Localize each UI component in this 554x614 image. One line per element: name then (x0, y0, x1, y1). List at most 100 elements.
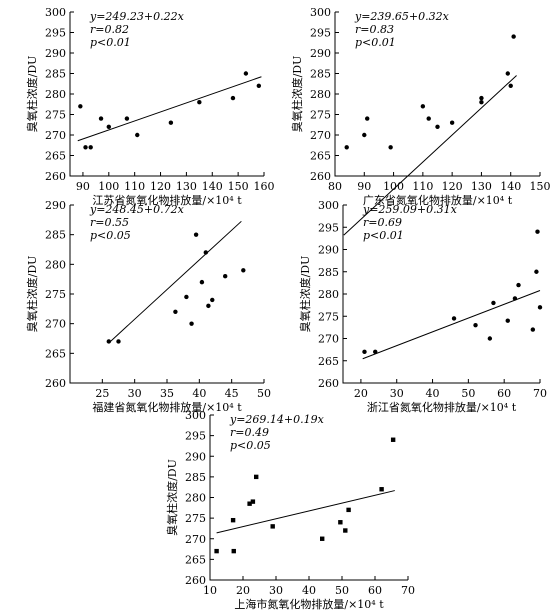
x-tick-label: 140 (202, 180, 223, 193)
data-point (379, 487, 384, 492)
y-tick-label: 260 (185, 574, 206, 587)
data-point (197, 100, 202, 105)
data-point (388, 145, 393, 150)
x-axis-title: 上海市氮氧化物排放量/×10⁴ t (234, 597, 384, 611)
data-point (511, 34, 516, 39)
regression-annotation: r=0.82 (90, 23, 129, 36)
y-tick-label: 295 (45, 27, 66, 40)
y-tick-label: 270 (310, 129, 331, 142)
regression-annotation: p<0.05 (90, 229, 131, 242)
regression-annotation: p<0.01 (363, 229, 404, 242)
data-point (206, 303, 211, 309)
x-axis-title: 浙江省氮氧化物排放量/×10⁴ t (367, 400, 517, 414)
regression-annotation: y=269.14+0.19x (229, 413, 325, 426)
data-point (505, 318, 510, 323)
data-point (98, 116, 104, 121)
scatter-panel-3: 260 265 270 275 280 285 290 25 30 35 40 45 50 福建省氮氧化物… (25, 199, 271, 414)
x-tick-label: 40 (192, 387, 206, 400)
x-tick-label: 50 (257, 387, 271, 400)
y-tick-label: 285 (185, 471, 206, 484)
y-tick-label: 275 (310, 109, 331, 122)
regression-annotation: r=0.83 (355, 23, 394, 36)
regression-annotation: y=248.45+0.72x (89, 203, 185, 216)
x-tick-label: 30 (390, 387, 404, 400)
y-tick-label: 260 (45, 377, 66, 390)
data-point (420, 104, 426, 109)
data-point (250, 499, 256, 504)
regression-annotation: y=259.09+0.31x (362, 203, 458, 216)
data-point (505, 71, 510, 76)
regression-line (343, 75, 517, 236)
y-axis-title: 臭氧柱浓度/DU (290, 56, 304, 133)
x-axis-title: 福建省氮氧化物排放量/×10⁴ t (92, 400, 242, 414)
y-tick-label: 280 (45, 258, 66, 271)
regression-annotation: r=0.49 (230, 426, 269, 439)
data-point (508, 83, 513, 89)
y-tick-label: 295 (310, 27, 331, 40)
data-point (106, 339, 112, 344)
y-tick-label: 270 (185, 533, 206, 546)
data-point (530, 327, 536, 332)
x-tick-label: 80 (328, 180, 342, 193)
y-tick-label: 295 (318, 221, 339, 234)
data-point (243, 71, 249, 76)
data-point (230, 95, 236, 101)
y-axis-title: 臭氧柱浓度/DU (298, 256, 312, 333)
x-tick-label: 120 (442, 180, 463, 193)
data-point (214, 548, 219, 554)
y-tick-label: 300 (310, 6, 331, 19)
x-tick-label: 100 (383, 180, 404, 193)
y-tick-label: 285 (318, 266, 339, 279)
data-point (247, 501, 252, 506)
data-point (231, 548, 236, 554)
x-tick-label: 30 (128, 387, 142, 400)
data-point (479, 95, 484, 101)
regression-annotation: y=249.23+0.22x (89, 10, 185, 23)
x-tick-label: 50 (461, 387, 475, 400)
y-tick-label: 275 (45, 109, 66, 122)
regression-line (77, 76, 262, 142)
regression-line (362, 290, 541, 360)
data-point (338, 520, 343, 525)
data-point (534, 269, 539, 274)
scatter-panel-4: 260 265 270 275 280 285 290 295 300 20 30 40 50 60 70 浙… (298, 199, 547, 414)
y-tick-label: 270 (45, 318, 66, 331)
data-point (241, 268, 246, 273)
data-point (449, 120, 455, 125)
y-tick-label: 275 (45, 288, 66, 301)
data-point (106, 124, 112, 129)
y-tick-label: 290 (45, 199, 66, 212)
x-tick-label: 140 (500, 180, 521, 193)
data-point (116, 339, 121, 344)
scatter-panel-1: 260 265 270 275 280 285 290 295 300 90 100 110 120 13… (25, 6, 275, 207)
x-tick-label: 90 (357, 180, 371, 193)
x-tick-label: 120 (150, 180, 171, 193)
y-tick-label: 285 (45, 229, 66, 242)
regression-line (216, 490, 395, 534)
data-point (135, 132, 140, 138)
data-point (83, 145, 88, 150)
y-tick-label: 280 (45, 88, 66, 101)
data-point (199, 279, 205, 285)
x-tick-label: 60 (497, 387, 511, 400)
regression-annotation: p<0.05 (230, 439, 271, 452)
y-tick-label: 265 (45, 347, 66, 360)
y-tick-label: 265 (185, 553, 206, 566)
x-axis-title: 广东省氮氧化物排放量/×10⁴ t (363, 193, 513, 207)
y-tick-label: 280 (310, 88, 331, 101)
y-tick-label: 270 (318, 333, 339, 346)
x-tick-label: 100 (98, 180, 119, 193)
data-point (373, 349, 378, 355)
scatter-panel-5: 260 265 270 275 280 285 290 295 300 10 20 30 40 50 60 7… (165, 409, 415, 611)
y-tick-label: 300 (45, 6, 66, 19)
x-tick-label: 40 (426, 387, 440, 400)
data-point (362, 132, 367, 138)
data-point (210, 297, 215, 303)
y-tick-label: 260 (45, 170, 66, 183)
y-tick-label: 290 (45, 47, 66, 60)
data-point (479, 100, 484, 105)
x-tick-label: 70 (533, 387, 547, 400)
x-tick-label: 40 (302, 584, 316, 597)
y-tick-label: 285 (310, 68, 331, 81)
